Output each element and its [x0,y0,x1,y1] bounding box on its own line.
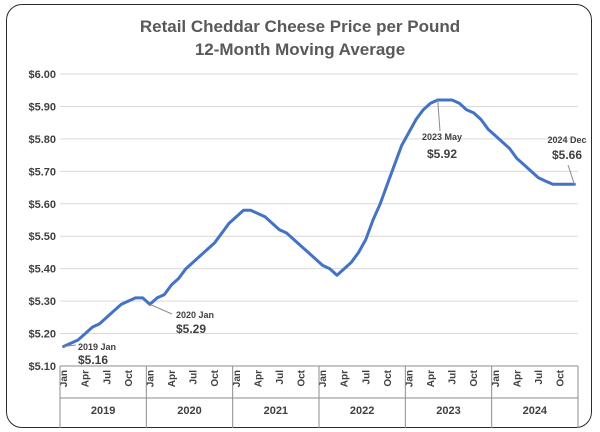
annotations: 2019 Jan$5.16 2020 Jan $5.29 2023 May $5.92 2… [63,99,587,367]
x-tick-label: Oct [210,369,221,386]
annotation-value: $5.66 [552,148,582,162]
y-tick-label: $5.20 [28,329,56,341]
annotation-leader [149,303,173,315]
y-tick-label: $6.00 [28,69,56,81]
annotation-date: 2023 May [422,132,462,142]
x-tick-label: Oct [297,369,308,386]
x-tick-label: Jan [145,370,156,387]
annotation-value: $5.16 [78,353,108,367]
annotation-value: $5.92 [427,147,457,161]
x-tick-label: Oct [124,369,135,386]
x-tick-label: Apr [426,370,437,387]
annotation-value: $5.29 [176,322,206,336]
y-axis: $5.10 $5.20 $5.30 $5.40 $5.50 $5.60 $5.70 $5.80… [28,69,56,373]
y-tick-label: $5.70 [28,166,56,178]
x-tick-label: Oct [556,369,567,386]
annotation-leader [437,99,441,132]
gridlines [60,73,578,335]
y-tick-label: $5.60 [28,199,56,211]
x-axis: Jan Apr Jul Oct Jan Apr Jul Oct Jan Apr Jul Oct Jan A… [59,365,579,428]
x-tick-label: Apr [512,370,523,387]
x-tick-label: Oct [469,369,480,386]
year-label: 2021 [264,405,288,417]
annotation-date: 2019 Jan [78,342,116,352]
x-tick-label: Oct [383,369,394,386]
x-tick-label: Apr [340,370,351,387]
y-tick-label: $5.40 [28,264,56,276]
y-tick-label: $5.90 [28,101,56,113]
y-tick-label: $5.80 [28,134,56,146]
series-layer [62,98,576,348]
y-tick-label: $5.30 [28,296,56,308]
x-tick-label: Jan [491,370,502,387]
chart-subtitle: 12-Month Moving Average [194,40,406,59]
x-tick-label: Jul [275,370,286,385]
year-label: 2020 [177,405,201,417]
x-tick-label: Jul [189,370,200,385]
x-tick-label: Jul [534,370,545,385]
year-label: 2024 [523,405,548,417]
annotation-leader [567,164,575,185]
x-tick-label: Jan [59,370,70,387]
x-tick-label: Apr [253,370,264,387]
chart-title: Retail Cheddar Cheese Price per Pound [139,17,461,36]
chart-frame [6,4,592,428]
annotation-leader [63,344,77,348]
x-tick-label: Jan [318,370,329,387]
annotation-date: 2024 Dec [547,135,586,145]
x-tick-label: Jul [102,370,113,385]
year-label: 2019 [91,405,115,417]
x-tick-label: Jan [404,370,415,387]
year-label: 2022 [350,405,374,417]
series-line [62,98,576,348]
x-tick-label: Apr [167,370,178,387]
x-tick-label: Jul [448,370,459,385]
y-tick-label: $5.50 [28,231,56,243]
x-tick-label: Apr [81,370,92,387]
x-tick-label: Jul [361,370,372,385]
x-tick-label: Jan [232,370,243,387]
year-label: 2023 [436,405,460,417]
y-tick-label: $5.10 [28,361,56,373]
annotation-date: 2020 Jan [176,310,214,320]
